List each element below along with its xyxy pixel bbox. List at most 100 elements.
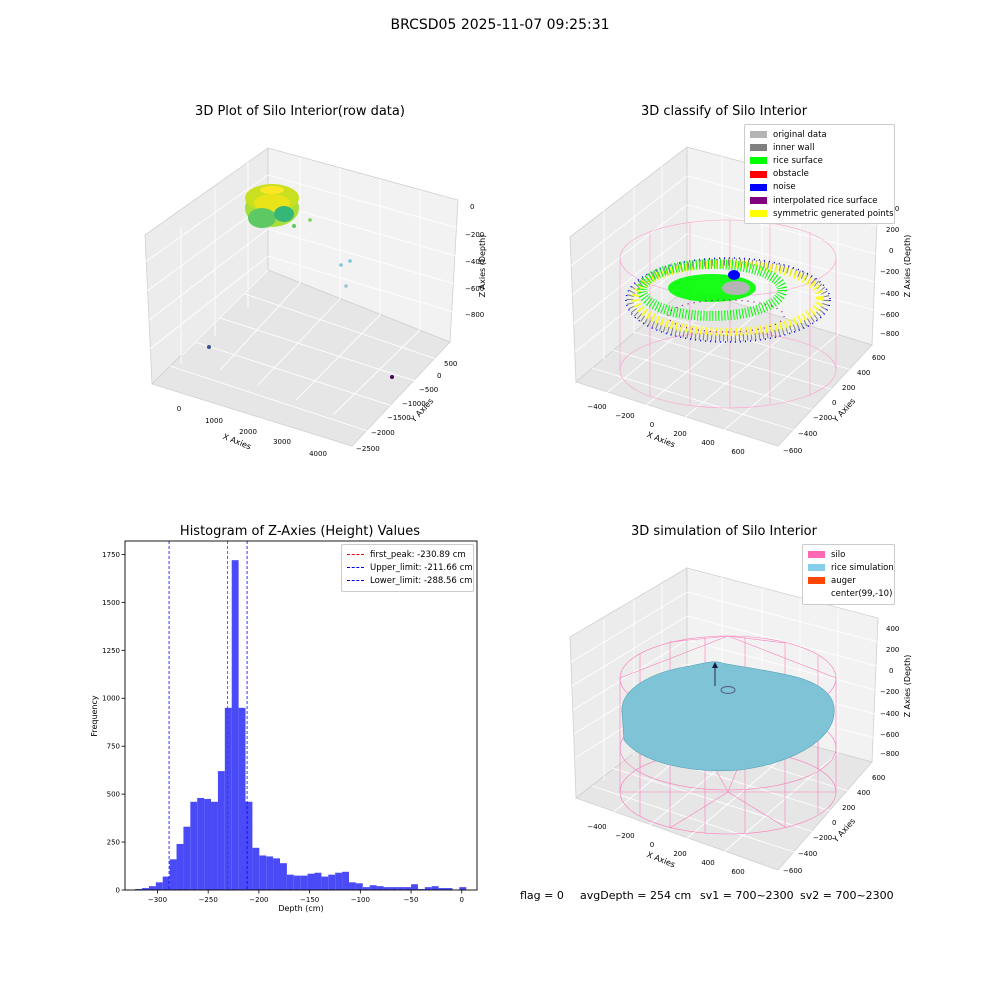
tick-label: −200: [813, 414, 832, 422]
panel2-original-data: [722, 281, 750, 295]
histogram-bar: [273, 858, 281, 890]
legend-swatch: [750, 183, 767, 191]
tick-label: 200: [842, 804, 855, 812]
flag-text: flag = 0: [520, 889, 564, 902]
tick-label: 0: [437, 372, 441, 380]
histogram-chart: −300 −250 −200 −150 −100 −50 0 0 250 500 750 1000 1…: [90, 540, 478, 913]
panel2-legend: original data inner wall rice surface ob…: [744, 124, 895, 225]
avg-depth-text: avgDepth = 254 cm: [580, 889, 692, 902]
y-tick-label: 750: [107, 743, 120, 751]
tick-label: 400: [886, 625, 899, 633]
histogram-bar: [135, 889, 143, 890]
tick-label: 0: [832, 819, 836, 827]
histogram-bar: [369, 885, 377, 890]
legend-swatch: [347, 567, 364, 569]
panel4-x-ticks: −400 −200 0 200 400 600: [587, 823, 744, 876]
figure-title: BRCSD05 2025-11-07 09:25:31: [390, 17, 610, 33]
legend-swatch: [750, 197, 767, 205]
histogram-bar: [307, 873, 315, 890]
tick-label: −400: [587, 823, 606, 831]
panel4-y-ticks: 600 400 200 0 −200 −400 −600: [783, 774, 885, 875]
panel1-3d-plot: 0 1000 2000 3000 4000 X Axies 500 0 −500…: [144, 147, 487, 458]
x-tick-label: −150: [300, 896, 319, 904]
tick-label: 0: [470, 203, 474, 211]
panel2-interpolated: [667, 299, 785, 333]
histogram-bar: [266, 856, 274, 890]
tick-label: 600: [872, 354, 885, 362]
panel1-points: [207, 184, 394, 379]
legend-label: auger: [831, 575, 856, 586]
histogram-bar: [459, 887, 467, 890]
y-tick-label: 1250: [102, 647, 120, 655]
legend-item: obstacle: [750, 168, 888, 181]
histogram-bar: [169, 859, 177, 890]
panel2-noise-ring: [625, 257, 831, 343]
panel1-grid: [144, 157, 459, 436]
tick-label: −200: [615, 412, 634, 420]
legend-label: Lower_limit: -288.56 cm: [370, 575, 473, 586]
histogram-bar: [314, 872, 322, 890]
tick-label: 600: [872, 774, 885, 782]
panel4-arrow-icon: [712, 662, 718, 668]
legend-swatch: [750, 170, 767, 178]
y-tick-label: 1500: [102, 599, 120, 607]
y-tick-label: 1000: [102, 695, 120, 703]
histogram-bar: [293, 875, 301, 890]
histogram-bar: [280, 863, 287, 890]
legend-label: interpolated rice surface: [773, 195, 878, 206]
panel2-rice-surface-ring: [637, 259, 787, 321]
histogram-bar: [252, 847, 260, 890]
legend-item: interpolated rice surface: [750, 194, 888, 207]
tick-label: −400: [880, 710, 899, 718]
legend-label: symmetric generated points: [773, 208, 894, 219]
legend-item: Upper_limit: -211.66 cm: [347, 561, 473, 574]
legend-item: noise: [750, 181, 888, 194]
histogram-bar: [376, 886, 384, 890]
legend-label: obstacle: [773, 169, 809, 180]
panel4-title: 3D simulation of Silo Interior: [631, 524, 817, 539]
legend-item: auger: [808, 574, 888, 587]
y-tick-label: 1750: [102, 551, 120, 559]
histogram-x-label: Depth (cm): [278, 904, 323, 913]
tick-label: 0: [650, 841, 654, 849]
tick-label: −400: [465, 258, 484, 266]
legend-label: rice surface: [773, 155, 823, 166]
legend-swatch: [347, 580, 364, 582]
legend-swatch: [808, 590, 825, 598]
tick-label: −400: [798, 430, 817, 438]
histogram-bar: [404, 887, 412, 890]
tick-label: −200: [880, 688, 899, 696]
panel2-z-ticks: 200 200 0 −200 −400 −600 −800: [880, 205, 899, 338]
histogram-x-ticks: −300 −250 −200 −150 −100 −50 0: [148, 890, 464, 904]
histogram-bar: [328, 874, 336, 890]
y-tick-label: 500: [107, 791, 120, 799]
panel4-3d-plot: −400 −200 0 200 400 600 X Axies 600 400 …: [569, 567, 912, 876]
legend-label: original data: [773, 129, 827, 140]
legend-item: center(99,-10): [808, 588, 892, 601]
histogram-bar: [148, 886, 156, 890]
histogram-bar: [390, 887, 398, 890]
panel3-title: Histogram of Z-Axies (Height) Values: [179, 524, 421, 539]
histogram-bars: [135, 560, 467, 890]
tick-label: −200: [880, 268, 899, 276]
tick-label: −400: [798, 850, 817, 858]
panel1-title: 3D Plot of Silo Interior(row data): [195, 104, 405, 119]
tick-label: 400: [857, 789, 870, 797]
histogram-bar: [286, 874, 294, 890]
tick-label: 200: [673, 850, 686, 858]
panel4-rice-simulation: [621, 661, 835, 771]
panel2-x-label: X Axies: [646, 430, 677, 449]
panel1-panes: [144, 147, 459, 447]
tick-label: −400: [587, 403, 606, 411]
legend-swatch: [750, 144, 767, 152]
legend-swatch: [750, 210, 767, 218]
tick-label: 3000: [273, 438, 291, 446]
tick-label: 0: [832, 399, 836, 407]
tick-label: −200: [813, 834, 832, 842]
tick-label: −800: [880, 330, 899, 338]
histogram-bar: [217, 771, 225, 890]
tick-label: −200: [465, 231, 484, 239]
panel2-z-label: Z Axies (Depth): [903, 235, 912, 298]
legend-label: noise: [773, 182, 796, 193]
histogram-bar: [417, 889, 425, 890]
